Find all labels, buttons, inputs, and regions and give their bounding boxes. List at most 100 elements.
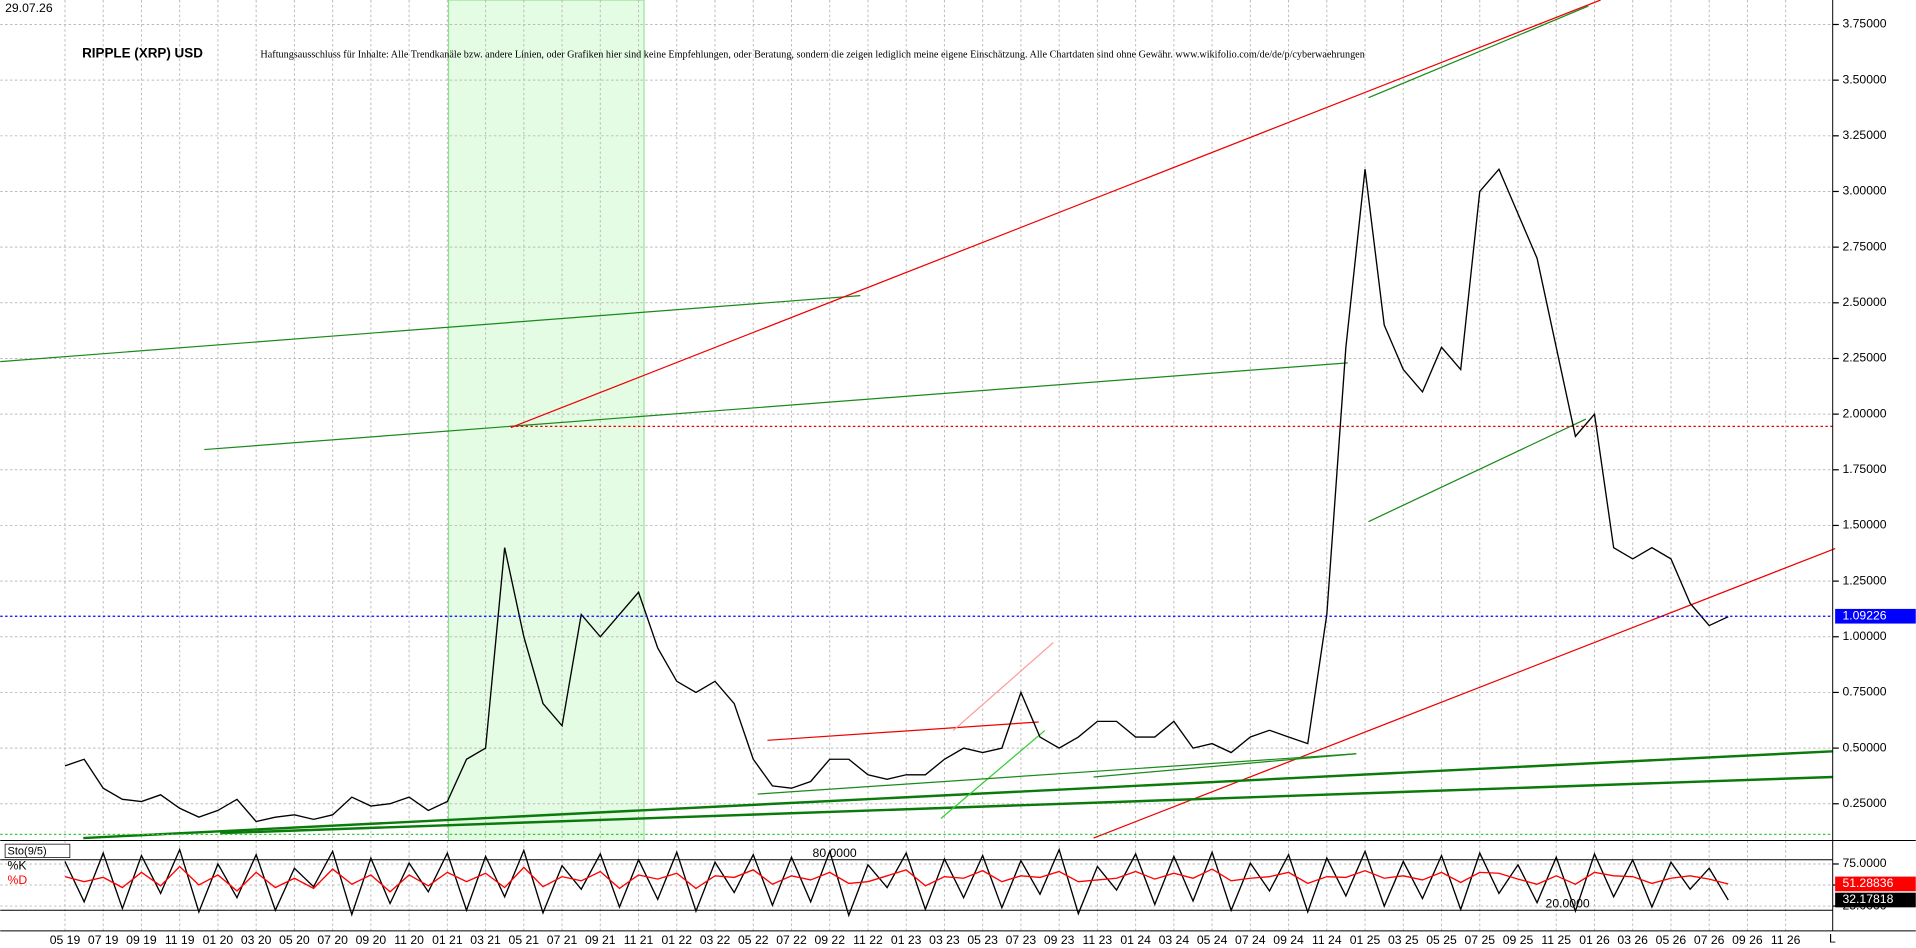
price-line <box>64 847 1729 918</box>
highlight-band <box>448 0 645 841</box>
y-tick-label: 0.75000 <box>1842 685 1886 699</box>
y-tick-label: 1.75000 <box>1842 462 1886 476</box>
x-tick-label: 03 22 <box>700 933 731 947</box>
x-tick-label: 11 26 <box>1771 933 1801 947</box>
x-tick-label: 03 21 <box>470 933 501 947</box>
trend-line <box>1368 418 1587 523</box>
trend-line <box>1093 753 1357 778</box>
x-tick-label: 05 21 <box>509 933 540 947</box>
last-value-label: 32.17818 <box>1842 892 1893 906</box>
indicator-legend-box <box>4 843 71 858</box>
x-tick-label: 09 22 <box>814 933 845 947</box>
last-value-box <box>1835 876 1916 892</box>
trend-line <box>220 775 1833 835</box>
price-line <box>64 865 1729 893</box>
x-tick-label: 05 26 <box>1656 933 1687 947</box>
legend-entry: %K <box>8 858 27 872</box>
y-tick-label: 1.50000 <box>1842 518 1886 532</box>
y-tick-label: 1.25000 <box>1842 573 1886 587</box>
x-tick-label: 03 24 <box>1159 933 1190 947</box>
x-tick-label: 07 26 <box>1694 933 1725 947</box>
x-tick-label: 03 20 <box>241 933 272 947</box>
x-tick-label: 07 22 <box>776 933 807 947</box>
trend-line <box>0 295 861 363</box>
disclaimer: Haftungsausschluss für Inhalte: Alle Tre… <box>260 48 1365 60</box>
x-tick-label: 09 19 <box>126 933 157 947</box>
price-line <box>64 167 1729 823</box>
x-tick-label: 07 21 <box>547 933 578 947</box>
trend-line <box>1093 547 1836 839</box>
trend-line <box>757 753 1357 795</box>
x-tick-label: 05 24 <box>1197 933 1228 947</box>
x-tick-label: 03 23 <box>929 933 960 947</box>
y-tick-label: 0.50000 <box>1842 740 1886 754</box>
x-tick-label: 01 24 <box>1120 933 1151 947</box>
x-tick-label: 05 22 <box>738 933 769 947</box>
trend-line <box>952 642 1054 732</box>
y-tick-label: 1.00000 <box>1842 629 1886 643</box>
x-tick-label: 09 25 <box>1503 933 1534 947</box>
corner-label: L <box>1829 932 1836 946</box>
x-tick-label: 01 25 <box>1350 933 1381 947</box>
x-tick-label: 01 20 <box>203 933 234 947</box>
x-tick-label: 07 24 <box>1235 933 1266 947</box>
trend-line <box>83 750 1833 840</box>
x-tick-label: 01 21 <box>432 933 463 947</box>
legend-entry: %D <box>8 873 28 887</box>
x-tick-label: 07 20 <box>317 933 348 947</box>
y-tick-label: 2.25000 <box>1842 351 1886 365</box>
x-tick-label: 05 20 <box>279 933 310 947</box>
x-tick-label: 09 21 <box>585 933 616 947</box>
last-value-box <box>1835 892 1916 908</box>
trend-line <box>204 362 1348 451</box>
x-tick-label: 11 25 <box>1541 933 1571 947</box>
x-tick-label: 01 22 <box>662 933 693 947</box>
x-tick-label: 11 23 <box>1083 933 1113 947</box>
last-price-box <box>1835 608 1916 624</box>
y-tick-label: 0.25000 <box>1842 796 1886 810</box>
x-tick-label: 01 23 <box>891 933 922 947</box>
trend-line <box>1368 5 1589 99</box>
x-tick-label: 05 25 <box>1426 933 1457 947</box>
x-tick-label: 11 19 <box>165 933 195 947</box>
indicator-title: Sto(9/5) <box>8 845 47 857</box>
x-tick-label: 11 22 <box>853 933 883 947</box>
x-tick-label: 09 26 <box>1732 933 1763 947</box>
trend-line <box>510 0 1601 429</box>
trend-line <box>940 730 1046 819</box>
y-tick-label: 2.00000 <box>1842 406 1886 420</box>
y-tick-label: 75.0000 <box>1842 856 1886 870</box>
x-tick-label: 03 25 <box>1388 933 1419 947</box>
x-tick-label: 09 20 <box>356 933 387 947</box>
trend-line <box>767 721 1039 741</box>
x-tick-label: 11 20 <box>394 933 424 947</box>
date-label: 29.07.26 <box>5 1 53 15</box>
level-label: 80.0000 <box>813 846 857 860</box>
level-label: 20.0000 <box>1546 896 1590 910</box>
x-tick-label: 07 23 <box>1006 933 1037 947</box>
x-tick-label: 11 21 <box>624 933 654 947</box>
x-tick-label: 03 26 <box>1617 933 1648 947</box>
y-tick-label: 2.75000 <box>1842 239 1886 253</box>
last-price-label: 1.09226 <box>1842 608 1886 622</box>
y-tick-label: 3.00000 <box>1842 184 1886 198</box>
chart-title: RIPPLE (XRP) USD <box>82 45 203 60</box>
y-tick-label: 3.75000 <box>1842 17 1886 31</box>
x-tick-label: 01 26 <box>1579 933 1610 947</box>
y-tick-label: 3.50000 <box>1842 72 1886 86</box>
x-tick-label: 05 23 <box>967 933 998 947</box>
x-tick-label: 07 19 <box>88 933 119 947</box>
trend-lines <box>0 0 1836 840</box>
y-tick-label: 3.25000 <box>1842 128 1886 142</box>
x-tick-label: 09 24 <box>1273 933 1304 947</box>
x-tick-label: 05 19 <box>50 933 81 947</box>
x-tick-label: 11 24 <box>1312 933 1342 947</box>
last-value-label: 51.28836 <box>1842 876 1893 890</box>
grid-layer <box>0 0 1833 931</box>
x-tick-label: 09 23 <box>1044 933 1075 947</box>
y-tick-label: 2.50000 <box>1842 295 1886 309</box>
x-tick-label: 07 25 <box>1464 933 1495 947</box>
